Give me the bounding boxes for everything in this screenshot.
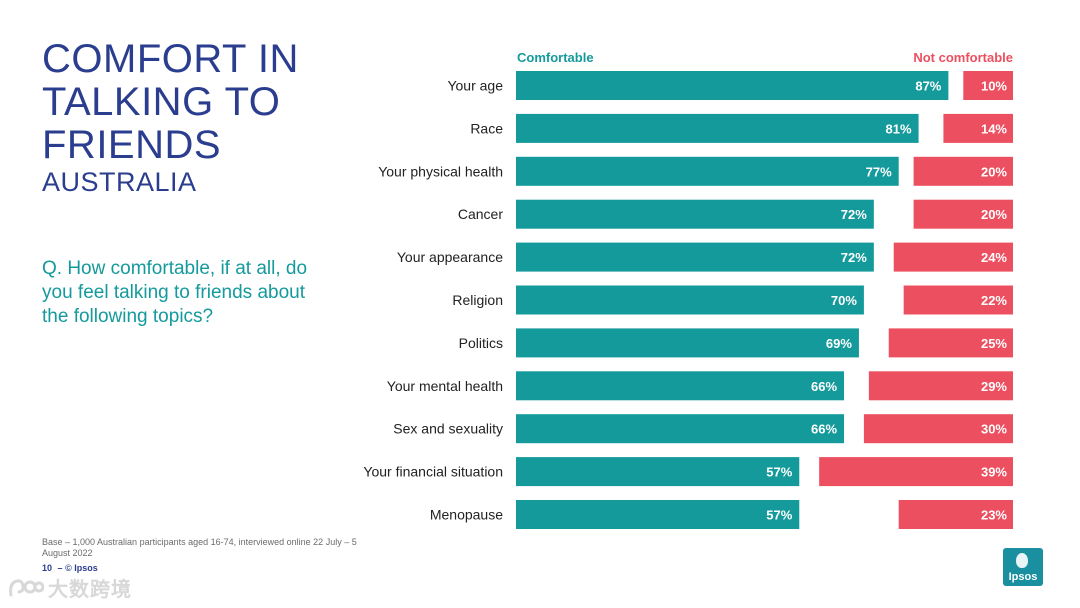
value-label-comfortable: 72%	[841, 207, 867, 222]
bar-comfortable	[516, 113, 919, 143]
bar-comfortable	[516, 328, 859, 358]
bar-not-comfortable	[963, 71, 1013, 100]
page-separator: –	[57, 563, 63, 573]
bar-comfortable	[516, 457, 800, 487]
category-label: Your financial situation	[363, 464, 503, 480]
legend-comfortable: Comfortable	[517, 50, 594, 65]
survey-question: Q. How comfortable, if at all, do you fe…	[42, 258, 308, 327]
base-note: Base – 1,000 Australian participants age…	[42, 537, 357, 558]
value-label-not-comfortable: 23%	[981, 508, 1007, 523]
bar-not-comfortable	[863, 414, 1013, 444]
value-label-not-comfortable: 22%	[981, 293, 1007, 308]
page-number: 10	[42, 563, 53, 573]
footer: 10 – © Ipsos	[42, 563, 98, 573]
bar-not-comfortable	[903, 285, 1013, 315]
page-subtitle: AUSTRALIA	[42, 167, 197, 197]
watermark-logo-icon	[9, 578, 44, 596]
bar-not-comfortable	[893, 242, 1013, 272]
bar-not-comfortable	[943, 113, 1013, 143]
category-label: Politics	[459, 335, 503, 351]
category-label: Race	[470, 120, 503, 136]
category-label: Menopause	[430, 507, 503, 523]
value-label-not-comfortable: 25%	[981, 336, 1007, 351]
value-label-comfortable: 66%	[811, 422, 837, 437]
value-label-not-comfortable: 10%	[981, 79, 1007, 94]
value-label-comfortable: 57%	[766, 508, 792, 523]
bar-not-comfortable	[888, 328, 1013, 358]
bar-comfortable	[516, 500, 800, 529]
category-label: Your age	[447, 78, 503, 94]
copyright: © Ipsos	[65, 563, 98, 573]
bar-comfortable	[516, 414, 845, 444]
value-label-not-comfortable: 14%	[981, 121, 1007, 136]
category-label: Religion	[452, 292, 503, 308]
bar-comfortable	[516, 71, 949, 100]
value-label-not-comfortable: 20%	[981, 207, 1007, 222]
value-label-not-comfortable: 30%	[981, 422, 1007, 437]
bar-not-comfortable	[913, 199, 1013, 229]
bar-comfortable	[516, 156, 899, 186]
category-label: Sex and sexuality	[393, 421, 503, 437]
bar-comfortable	[516, 371, 845, 401]
bar-not-comfortable	[819, 457, 1013, 487]
bar-comfortable	[516, 285, 864, 315]
logo-text: Ipsos	[1008, 571, 1038, 583]
value-label-comfortable: 81%	[886, 121, 912, 136]
category-label: Your mental health	[387, 378, 503, 394]
value-label-not-comfortable: 29%	[981, 379, 1007, 394]
value-label-comfortable: 87%	[915, 79, 941, 94]
value-label-comfortable: 66%	[811, 379, 837, 394]
category-label: Your appearance	[397, 249, 503, 265]
watermark: 大数跨境	[8, 573, 132, 602]
bar-not-comfortable	[913, 156, 1013, 186]
category-label: Cancer	[458, 206, 503, 222]
page-title: COMFORT IN TALKING TO FRIENDS	[42, 37, 299, 167]
value-label-comfortable: 77%	[866, 164, 892, 179]
bar-comfortable	[516, 242, 874, 272]
value-label-comfortable: 57%	[766, 465, 792, 480]
value-label-comfortable: 69%	[826, 336, 852, 351]
bar-not-comfortable	[898, 500, 1013, 529]
bar-comfortable	[516, 199, 874, 229]
logo-mark-icon	[1016, 553, 1028, 568]
value-label-comfortable: 72%	[841, 250, 867, 265]
watermark-text: 大数跨境	[48, 579, 132, 601]
ipsos-logo: Ipsos	[1003, 548, 1043, 586]
legend-not-comfortable: Not comfortable	[913, 50, 1013, 65]
value-label-not-comfortable: 20%	[981, 164, 1007, 179]
bar-not-comfortable	[868, 371, 1013, 401]
value-label-not-comfortable: 24%	[981, 250, 1007, 265]
value-label-not-comfortable: 39%	[981, 465, 1007, 480]
value-label-comfortable: 70%	[831, 293, 857, 308]
category-label: Your physical health	[378, 163, 503, 179]
